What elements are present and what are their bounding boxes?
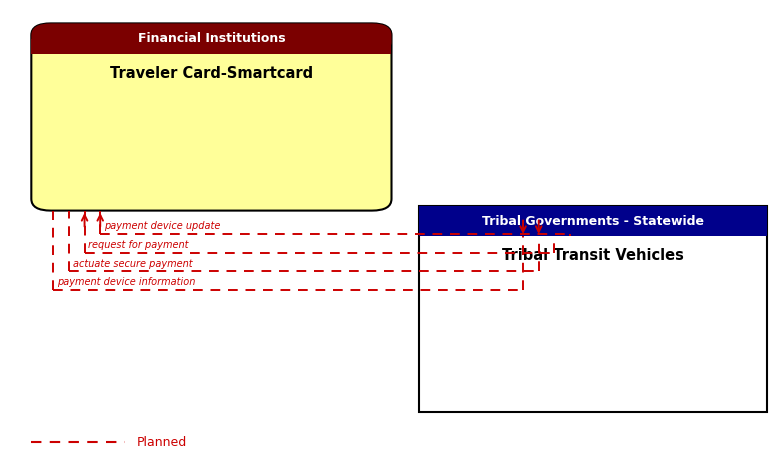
Text: Tribal Transit Vehicles: Tribal Transit Vehicles <box>502 248 684 263</box>
Bar <box>31 38 392 54</box>
Text: actuate secure payment: actuate secure payment <box>73 259 193 269</box>
Text: request for payment: request for payment <box>88 240 189 250</box>
Text: payment device update: payment device update <box>104 221 221 231</box>
Bar <box>419 206 767 236</box>
FancyBboxPatch shape <box>31 23 392 211</box>
Text: payment device information: payment device information <box>57 278 196 287</box>
Text: Planned: Planned <box>137 436 187 449</box>
Text: Tribal Governments - Statewide: Tribal Governments - Statewide <box>482 215 704 227</box>
Text: Financial Institutions: Financial Institutions <box>138 32 285 45</box>
FancyBboxPatch shape <box>31 23 392 54</box>
Bar <box>419 206 767 412</box>
Text: Traveler Card-Smartcard: Traveler Card-Smartcard <box>110 66 313 80</box>
